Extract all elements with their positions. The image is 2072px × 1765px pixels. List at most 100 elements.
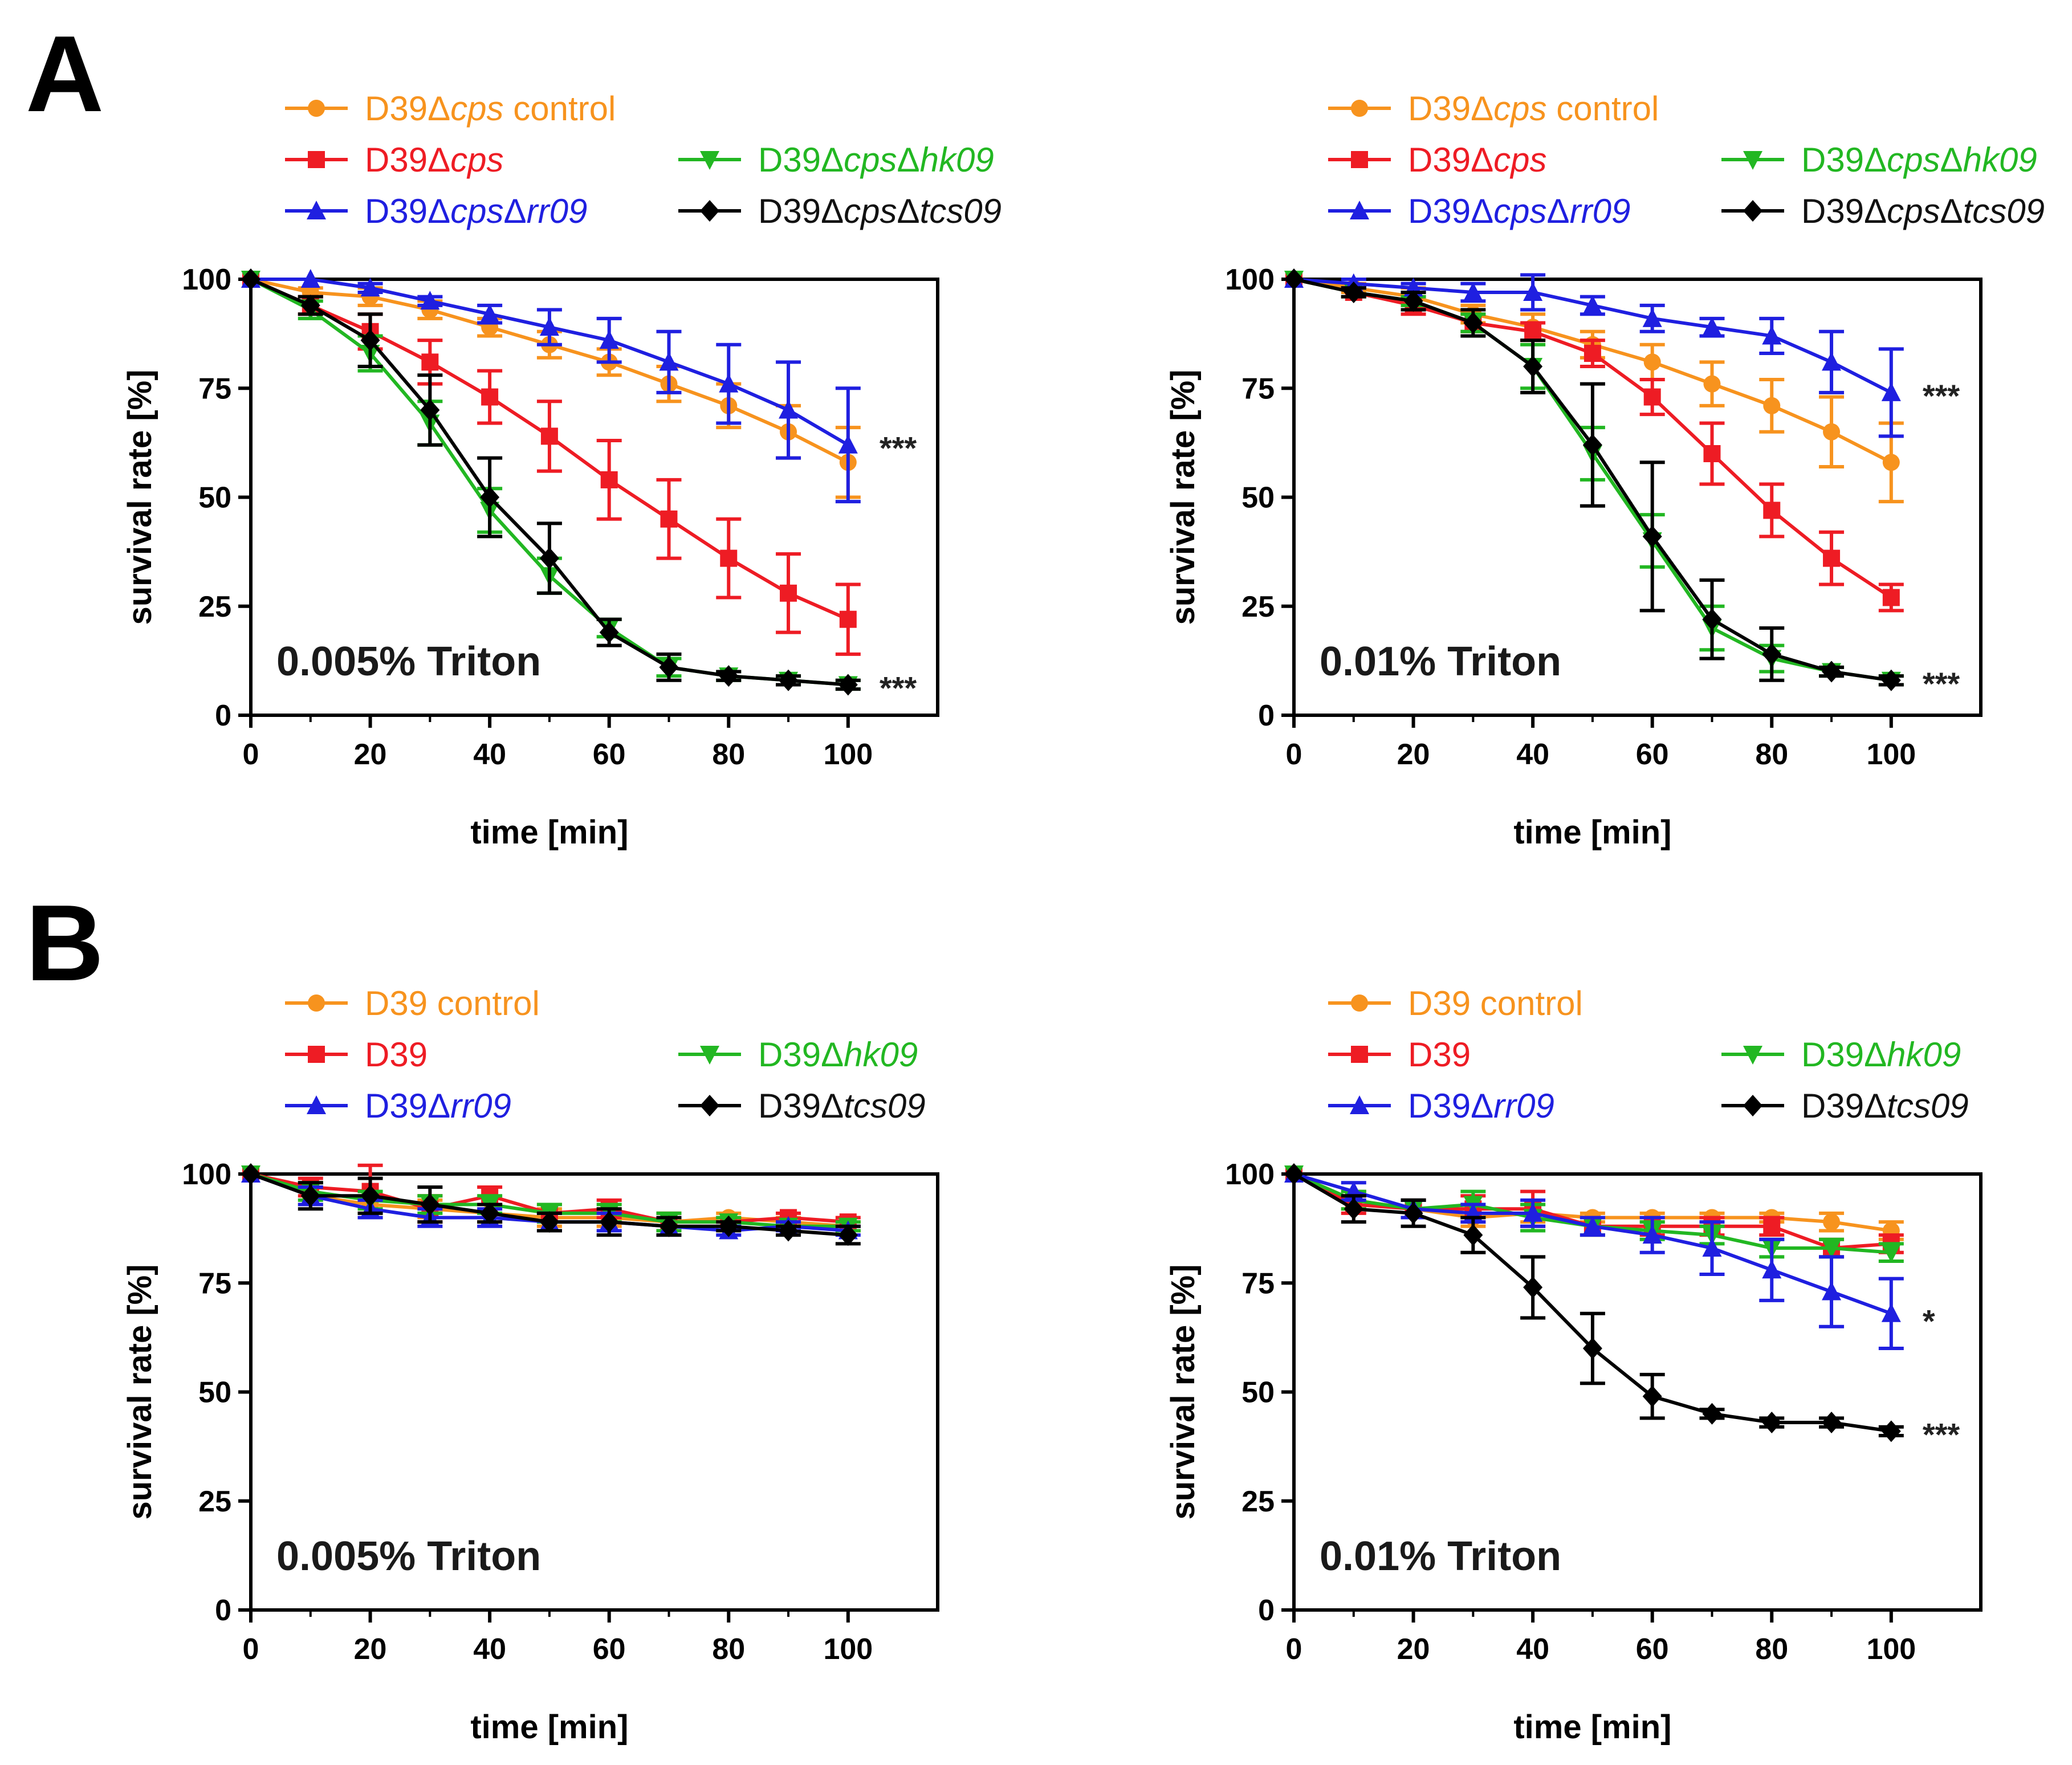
data-point xyxy=(1882,454,1900,471)
data-point xyxy=(480,486,500,508)
legend-item: D39ΔcpsΔtcs09 xyxy=(678,192,1002,230)
y-tick-label: 50 xyxy=(1241,1376,1275,1409)
x-tick-label: 0 xyxy=(1286,1633,1302,1666)
data-point xyxy=(1881,1420,1901,1442)
data-point xyxy=(481,388,499,406)
legend-label: D39Δrr09 xyxy=(1408,1087,1554,1125)
legend-marker xyxy=(1351,994,1368,1012)
data-point xyxy=(1523,356,1543,377)
x-tick-label: 0 xyxy=(243,738,259,771)
x-tick-label: 20 xyxy=(354,1633,387,1666)
condition-annotation: 0.005% Triton xyxy=(276,639,541,684)
data-point xyxy=(1463,1224,1483,1246)
data-point xyxy=(719,373,739,393)
legend-label: D39Δtcs09 xyxy=(758,1087,926,1125)
data-point xyxy=(1523,282,1543,301)
y-tick-label: 0 xyxy=(1258,699,1275,732)
x-tick-label: 80 xyxy=(1755,1633,1788,1666)
legend-item: D39 xyxy=(285,1036,428,1074)
x-tick-label: 80 xyxy=(712,1633,745,1666)
legend-item: D39Δcps control xyxy=(1328,89,1659,128)
data-point xyxy=(1403,290,1423,312)
data-point xyxy=(838,434,858,454)
series-5 xyxy=(1284,1163,1904,1442)
x-axis-label: time [min] xyxy=(470,814,628,851)
chart-3: 0 25 50 75 100 0 20 40 60 80 100 time [min] survival… xyxy=(121,984,939,1746)
legend-item: D39 control xyxy=(1328,984,1583,1022)
legend-label: D39ΔcpsΔhk09 xyxy=(1801,141,2037,179)
data-point xyxy=(1583,345,1601,362)
y-tick-label: 75 xyxy=(198,372,231,405)
series-1 xyxy=(242,271,861,499)
legend-label: D39 xyxy=(1408,1036,1471,1074)
legend-marker xyxy=(308,994,325,1012)
legend-item: D39Δcps control xyxy=(285,89,616,128)
x-tick-label: 40 xyxy=(1516,738,1549,771)
legend-item: D39Δtcs09 xyxy=(1721,1087,1969,1125)
condition-annotation: 0.01% Triton xyxy=(1320,1534,1561,1579)
data-point xyxy=(1822,1281,1842,1301)
legend-item: D39Δrr09 xyxy=(285,1087,511,1125)
chart-4: 0 25 50 75 100 0 20 40 60 80 100 time [min] survival… xyxy=(1165,984,1983,1746)
legend-label: D39Δtcs09 xyxy=(1801,1087,1969,1125)
data-point xyxy=(1702,1403,1722,1425)
data-point xyxy=(1881,1244,1901,1263)
data-point xyxy=(1881,382,1901,401)
legend-item: D39Δrr09 xyxy=(1328,1087,1554,1125)
data-point xyxy=(1822,661,1842,683)
condition-annotation: 0.005% Triton xyxy=(276,1534,541,1579)
y-tick-label: 100 xyxy=(1225,263,1275,296)
data-point xyxy=(779,400,799,419)
legend-marker xyxy=(700,151,719,170)
data-point xyxy=(1881,1303,1901,1322)
legend-marker xyxy=(1743,1095,1762,1116)
legend-label: D39Δrr09 xyxy=(365,1087,511,1125)
data-point xyxy=(599,621,619,643)
data-point xyxy=(1463,312,1483,334)
legend-item: D39ΔcpsΔtcs09 xyxy=(1721,192,2045,230)
data-point xyxy=(539,1211,559,1233)
data-point xyxy=(1822,1412,1842,1434)
y-tick-label: 0 xyxy=(215,1594,231,1627)
chart-1: 0 25 50 75 100 0 20 40 60 80 100 time [min] survival… xyxy=(121,89,1002,851)
legend-marker xyxy=(1743,1046,1762,1065)
data-point xyxy=(1822,1240,1842,1259)
legend-marker xyxy=(308,1046,325,1063)
data-point xyxy=(600,471,618,488)
legend-item: D39Δhk09 xyxy=(1721,1036,1961,1074)
series-4 xyxy=(1284,1164,1904,1350)
data-point xyxy=(300,294,320,316)
data-point xyxy=(838,674,858,696)
data-point xyxy=(421,353,439,371)
legend-marker xyxy=(307,201,326,219)
data-point xyxy=(1642,1225,1662,1244)
series-5 xyxy=(1284,268,1904,691)
data-point xyxy=(1763,1217,1781,1235)
legend-marker xyxy=(1351,151,1368,168)
charts-area: 0 25 50 75 100 0 20 40 60 80 100 time [min] survival… xyxy=(121,89,2045,1746)
legend-item: D39Δcps xyxy=(285,141,504,179)
data-point xyxy=(360,329,380,352)
legend-label: D39Δcps control xyxy=(1408,89,1659,128)
legend-label: D39Δhk09 xyxy=(758,1036,918,1074)
x-tick-label: 20 xyxy=(354,738,387,771)
y-tick-label: 25 xyxy=(1241,1485,1275,1518)
significance-marker: *** xyxy=(1923,378,1960,414)
y-tick-label: 75 xyxy=(198,1267,231,1300)
data-point xyxy=(660,510,678,528)
data-point xyxy=(1643,353,1661,371)
data-point xyxy=(599,1211,619,1233)
legend-marker xyxy=(308,100,325,117)
legend-item: D39 control xyxy=(285,984,540,1022)
y-axis-label: survival rate [%] xyxy=(121,1264,158,1519)
legend-item: D39ΔcpsΔrr09 xyxy=(285,192,587,230)
condition-annotation: 0.01% Triton xyxy=(1320,639,1561,684)
x-tick-label: 0 xyxy=(1286,738,1302,771)
legend-label: D39ΔcpsΔrr09 xyxy=(365,192,587,230)
x-tick-label: 60 xyxy=(1636,738,1669,771)
significance-marker: *** xyxy=(880,430,917,466)
data-point xyxy=(1344,1198,1363,1220)
x-axis-label: time [min] xyxy=(1513,1709,1671,1746)
series-5 xyxy=(241,268,861,696)
data-point xyxy=(1823,549,1841,567)
